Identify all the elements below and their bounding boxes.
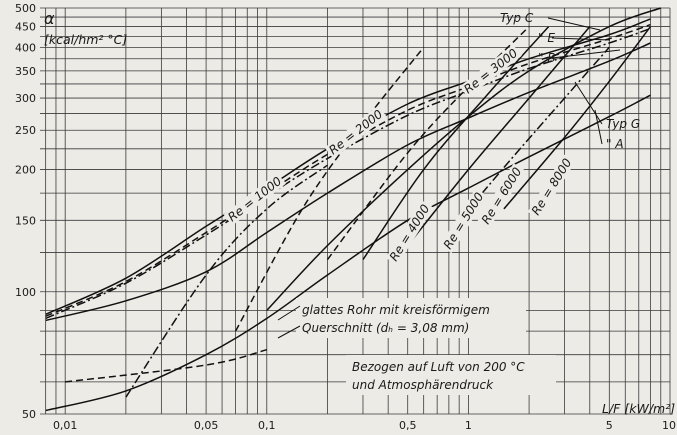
leader-line xyxy=(277,305,301,321)
leader-line xyxy=(547,17,601,31)
series-label: Typ G xyxy=(606,117,640,131)
series-label-bg xyxy=(459,44,522,98)
series-line-1 xyxy=(45,23,651,317)
y-tick-label: 200 xyxy=(15,164,36,177)
grid xyxy=(40,7,671,415)
tick-labels: 50 100 150 200 250 300 350 400 450 500 0,01 0,05 0,1… xyxy=(15,2,676,432)
series-label: " B xyxy=(538,51,556,65)
x-tick-label: 0,01 xyxy=(53,419,78,432)
series-line-8 xyxy=(362,26,550,261)
series-line-5 xyxy=(125,164,328,398)
series-line-13 xyxy=(65,348,267,383)
annotation-tube: glattes Rohr mit kreisförmigem xyxy=(302,303,490,317)
series-label-bg xyxy=(527,154,576,220)
leader-line xyxy=(551,37,611,41)
x-axis-label: L/F [kW/m²] xyxy=(602,401,675,416)
leader-line xyxy=(574,81,603,125)
y-tick-label: 400 xyxy=(15,41,36,54)
series-line-2 xyxy=(45,27,651,320)
x-tick-label: 0,5 xyxy=(399,419,417,432)
series-label-bg xyxy=(223,172,286,226)
series-label: " E xyxy=(538,31,555,45)
x-tick-label: 10 xyxy=(662,419,676,432)
series-line-11 xyxy=(503,26,652,210)
x-tick-label: 1 xyxy=(465,419,472,432)
series-line-7 xyxy=(326,26,530,261)
series-label-bg xyxy=(439,188,488,254)
y-tick-label: 150 xyxy=(15,214,36,227)
x-tick-label: 0,05 xyxy=(194,419,219,432)
series-line-3 xyxy=(45,42,651,322)
series-line-6 xyxy=(234,46,425,332)
y-tick-label: 250 xyxy=(15,124,36,137)
annotation-tube-bg xyxy=(296,298,526,338)
x-tick-label: 0,1 xyxy=(258,419,276,432)
leader-line xyxy=(594,109,603,145)
annotation-basis: und Atmosphärendruck xyxy=(352,378,494,392)
y-tick-label: 50 xyxy=(22,408,36,421)
x-tick-label: 5 xyxy=(606,419,613,432)
series-label: Typ C xyxy=(500,11,534,25)
series-line-9 xyxy=(407,26,591,246)
y-tick-label: 500 xyxy=(15,2,36,15)
y-tick-label: 300 xyxy=(15,92,36,105)
series-label: " A xyxy=(606,137,624,151)
leader-line xyxy=(551,49,621,59)
series-line-12 xyxy=(266,7,662,311)
annotation-basis: Bezogen auf Luft von 200 °C xyxy=(352,360,525,374)
y-tick-label: 100 xyxy=(15,286,36,299)
y-tick-label: 450 xyxy=(15,21,36,34)
annotation-basis-bg xyxy=(346,355,556,395)
y-tick-label: 350 xyxy=(15,65,36,78)
y-axis-symbol: α xyxy=(44,9,55,28)
annotation-tube: Querschnitt (dₕ = 3,08 mm) xyxy=(302,321,469,335)
leader-line xyxy=(277,325,301,339)
series-label-bg xyxy=(324,105,387,159)
y-axis-unit: [kcal/hm² °C] xyxy=(44,32,127,47)
series-label-bg xyxy=(477,163,526,229)
series-label-bg xyxy=(385,200,434,266)
